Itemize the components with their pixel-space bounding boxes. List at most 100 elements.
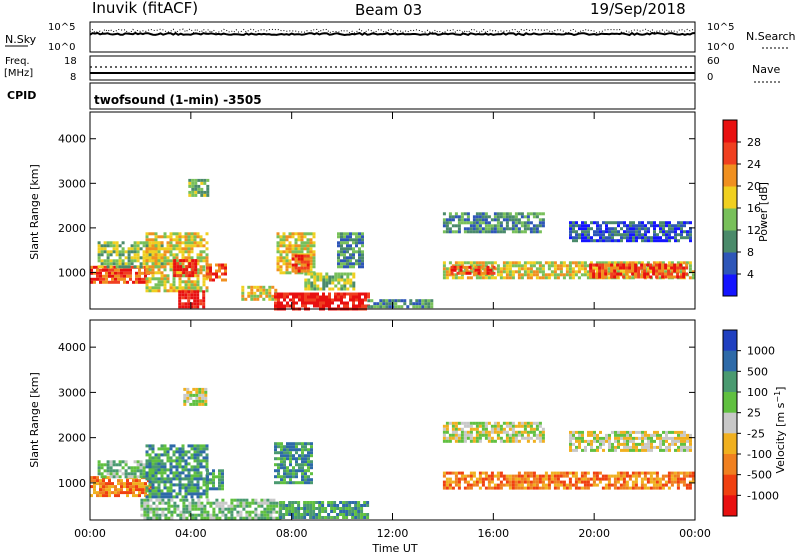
- echo-cell: [294, 510, 298, 513]
- echo-cell: [144, 274, 147, 278]
- echo-cell: [354, 510, 358, 513]
- echo-cell: [644, 236, 647, 240]
- echo-cell: [610, 474, 614, 478]
- echo-cell: [336, 516, 340, 519]
- echo-cell: [330, 516, 334, 519]
- echo-cell: [136, 247, 140, 251]
- echo-cell: [271, 285, 275, 289]
- echo-cell: [514, 227, 518, 231]
- echo-cell: [111, 482, 114, 486]
- echo-cell: [166, 492, 170, 496]
- echo-cell: [505, 224, 509, 228]
- echo-cell: [445, 439, 449, 443]
- echo-cell: [283, 295, 286, 299]
- echo-cell: [502, 427, 506, 431]
- echo-cell: [671, 224, 674, 228]
- echo-cell: [367, 299, 371, 303]
- echo-cell: [263, 513, 267, 517]
- echo-cell: [310, 298, 313, 302]
- echo-cell: [629, 448, 632, 452]
- echo-cell: [155, 507, 159, 511]
- echo-cell: [112, 262, 116, 266]
- echo-cell: [529, 471, 533, 475]
- echo-cell: [97, 463, 101, 467]
- echo-cell: [445, 427, 449, 431]
- echo-cell: [90, 268, 93, 272]
- echo-cell: [202, 238, 206, 242]
- echo-cell: [465, 265, 469, 269]
- echo-cell: [617, 442, 620, 446]
- echo-cell: [611, 227, 614, 231]
- echo-cell: [523, 273, 527, 277]
- echo-cell: [206, 272, 209, 276]
- echo-cell: [288, 235, 292, 239]
- echo-cell: [650, 439, 653, 443]
- echo-cell: [343, 272, 347, 276]
- echo-cell: [129, 485, 132, 489]
- echo-cell: [166, 262, 170, 266]
- echo-cell: [475, 261, 479, 265]
- echo-cell: [487, 421, 491, 425]
- echo-cell: [297, 269, 301, 273]
- echo-cell: [206, 263, 209, 267]
- echo-cell: [282, 501, 286, 504]
- echo-cell: [655, 486, 659, 490]
- echo-cell: [343, 292, 346, 296]
- echo-cell: [175, 259, 179, 263]
- echo-cell: [424, 305, 428, 309]
- echo-cell: [138, 494, 141, 498]
- echo-cell: [499, 424, 503, 428]
- echo-cell: [285, 250, 289, 254]
- echo-cell: [592, 272, 596, 276]
- echo-cell: [175, 492, 179, 496]
- echo-cell: [292, 301, 295, 305]
- echo-cell: [288, 504, 292, 507]
- echo-cell: [499, 215, 503, 219]
- echo-cell: [193, 232, 197, 236]
- echo-cell: [175, 483, 179, 487]
- echo-cell: [342, 507, 346, 510]
- echo-cell: [145, 241, 149, 245]
- echo-cell: [136, 256, 140, 260]
- echo-cell: [448, 267, 452, 271]
- echo-cell: [127, 472, 131, 476]
- echo-cell: [535, 486, 539, 490]
- echo-cell: [454, 424, 458, 428]
- colorbar-tick-label: -1000: [747, 489, 779, 502]
- echo-cell: [629, 221, 632, 225]
- echo-cell: [565, 270, 569, 274]
- echo-cell: [502, 212, 506, 216]
- echo-cell: [200, 181, 204, 185]
- echo-cell: [310, 448, 313, 452]
- echo-cell: [195, 402, 199, 406]
- echo-cell: [169, 244, 173, 248]
- echo-cell: [187, 450, 191, 454]
- echo-cell: [301, 475, 304, 479]
- echo-cell: [241, 285, 245, 289]
- echo-cell: [641, 221, 644, 225]
- echo-cell: [136, 463, 140, 467]
- echo-cell: [196, 235, 200, 239]
- echo-cell: [442, 218, 446, 222]
- echo-cell: [602, 442, 605, 446]
- echo-cell: [349, 253, 352, 257]
- echo-cell: [271, 294, 275, 298]
- echo-cell: [671, 442, 674, 446]
- echo-cell: [157, 477, 161, 481]
- echo-cell: [445, 276, 449, 280]
- echo-cell: [155, 510, 159, 514]
- echo-cell: [484, 436, 488, 440]
- echo-cell: [242, 504, 246, 508]
- echo-cell: [301, 457, 304, 461]
- echo-cell: [508, 483, 512, 487]
- echo-cell: [155, 498, 159, 502]
- echo-cell: [575, 221, 578, 225]
- echo-cell: [288, 247, 292, 251]
- echo-cell: [187, 302, 191, 306]
- echo-cell: [312, 507, 316, 510]
- echo-cell: [283, 451, 286, 455]
- colorbar-segment: [723, 474, 737, 496]
- echo-cell: [200, 187, 204, 191]
- echo-cell: [187, 477, 191, 481]
- echo-cell: [184, 290, 188, 294]
